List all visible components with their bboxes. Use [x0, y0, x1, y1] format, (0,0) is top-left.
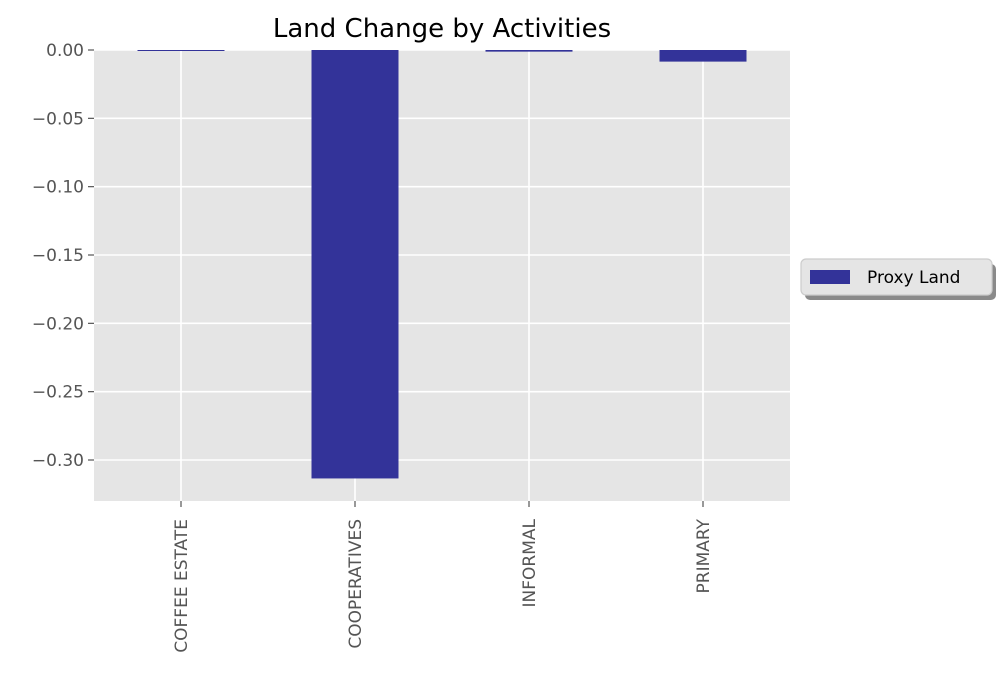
- x-tick-label: PRIMARY: [694, 518, 714, 593]
- plot-area: [94, 50, 790, 501]
- y-tick-label: 0.00: [46, 41, 84, 61]
- legend-label: Proxy Land: [867, 268, 960, 288]
- x-tick-label: COOPERATIVES: [346, 519, 366, 649]
- legend-box: [800, 258, 993, 296]
- bar: [137, 50, 225, 51]
- x-tick-label: INFORMAL: [520, 518, 540, 607]
- x-tick-label: COFFEE ESTATE: [172, 519, 192, 653]
- chart-title: Land Change by Activities: [273, 14, 611, 44]
- bar: [485, 50, 573, 52]
- y-tick-label: −0.15: [32, 246, 84, 266]
- y-tick-label: −0.30: [32, 451, 84, 471]
- bars: [137, 50, 747, 479]
- y-tick-label: −0.10: [32, 178, 84, 198]
- bar: [659, 50, 747, 62]
- y-tick-label: −0.05: [32, 109, 84, 129]
- y-axis: 0.00 −0.05 −0.10 −0.15 −0.20 −0.25 −0.30: [32, 41, 94, 471]
- y-tick-label: −0.20: [32, 314, 84, 334]
- bar: [311, 50, 399, 479]
- legend: Proxy Land: [800, 258, 996, 300]
- x-axis: COFFEE ESTATE COOPERATIVES INFORMAL PRIMARY: [172, 501, 714, 653]
- legend-swatch: [810, 270, 850, 284]
- y-tick-label: −0.25: [32, 383, 84, 403]
